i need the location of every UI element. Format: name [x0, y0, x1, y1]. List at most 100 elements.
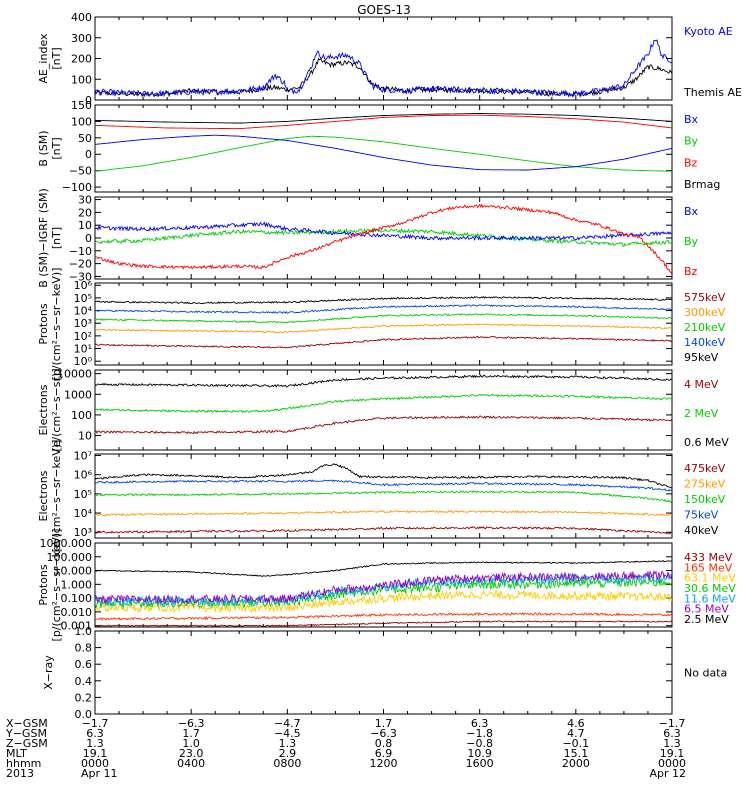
series-line-By [95, 135, 672, 172]
y-tick-label: 300 [71, 32, 92, 45]
series-line-2-MeV [95, 393, 672, 414]
y-tick-label: 1.000 [61, 578, 93, 591]
y-tick-label: 10 [78, 219, 92, 232]
y-tick-label: 50 [78, 132, 92, 145]
panel-frame [94, 630, 673, 715]
y-axis-label: [nT] [50, 47, 63, 69]
legend-entry: 275keV [684, 478, 726, 491]
footer-value: 1.0 [182, 737, 200, 750]
footer-row-label: X−GSM [6, 717, 48, 730]
plot-title: GOES-13 [357, 3, 411, 17]
y-tick-label: 0.010 [61, 606, 93, 619]
footer-value: 6.3 [663, 727, 681, 740]
series-line-0.6-MeV [95, 374, 672, 388]
legend-entry: Bx [684, 205, 699, 218]
y-tick-label: −10 [69, 245, 92, 258]
footer-value: 6.3 [86, 727, 104, 740]
panel-electrons2: 10³ 10⁴ 10⁵ 10⁶ 10⁷ Electrons [e/(cm²−s−sr−keV… [37, 440, 726, 553]
legend-entry: Themis AE [683, 86, 742, 99]
y-axis-label: Protons [37, 564, 50, 605]
legend-entry: 2 MeV [684, 407, 719, 420]
legend-entry: 40keV [684, 524, 719, 537]
y-axis-label: [p/(cm²−s−sr−keV)] [50, 268, 63, 381]
legend-entry: 300keV [684, 306, 726, 319]
y-tick-label: 0.001 [61, 620, 93, 633]
y-axis-label: [e/(cm²−s−sr)] [50, 368, 63, 451]
legend-entry: Bx [684, 113, 699, 126]
legend-entry: Bz [684, 265, 698, 278]
footer-value: 6.3 [471, 717, 489, 730]
y-tick-label: −50 [69, 165, 92, 178]
footer-value: 1.7 [182, 727, 200, 740]
y-tick-label: 10³ [74, 317, 92, 330]
legend-entry: Kyoto AE [684, 25, 733, 38]
footer-value: 10.9 [467, 747, 492, 760]
series-line-40keV [95, 463, 672, 489]
y-axis-label: B (SM) [37, 130, 50, 166]
legend-entry: By [684, 235, 699, 248]
series-line-95keV [95, 296, 672, 305]
y-axis-label: [nT] [50, 137, 63, 159]
series-line-2.5-MeV [95, 560, 672, 577]
series-line-475keV [95, 526, 672, 535]
y-tick-label: 20 [78, 206, 92, 219]
y-tick-label: 0 [85, 94, 92, 107]
footer-value: −4.5 [274, 727, 301, 740]
y-axis-label: AE_index [37, 33, 50, 84]
y-axis-label: B (SM)−IGRF (SM) [37, 188, 50, 288]
y-axis-label: Electrons [37, 384, 50, 435]
panel-frame [94, 369, 673, 451]
y-tick-label: 0 [85, 148, 92, 161]
footer-value: 2000 [562, 757, 590, 770]
footer-value: −6.3 [178, 717, 205, 730]
footer-value: 19.1 [660, 747, 685, 760]
series-line-433-MeV [95, 620, 672, 627]
y-tick-label: 100 [71, 409, 92, 422]
footer-value: 1.3 [279, 737, 297, 750]
legend-entry: 6.5 MeV [684, 603, 729, 616]
legend-entry: 30.6 MeV [684, 582, 736, 595]
series-line-165-MeV [95, 612, 672, 621]
footer-value: 1600 [466, 757, 494, 770]
legend-entry: No data [684, 667, 727, 680]
legend-entry: 11.6 MeV [684, 592, 736, 605]
y-tick-label: 10⁶ [74, 469, 93, 482]
y-tick-label: −100 [62, 181, 92, 194]
footer-row-label: Z−GSM [6, 737, 48, 750]
y-tick-label: 10⁵ [74, 488, 92, 501]
footer-value: 6.9 [375, 747, 393, 760]
panel-protons2: 0.0010.0100.1001.00010.000100.0001000.00… [37, 529, 736, 642]
panel-ae: 0 100 200 300 400 AE_index [nT] Kyoto AE Themis … [37, 11, 742, 107]
series-line-Bx [95, 221, 672, 242]
panel-electrons1: 10 100 1000 10000 Electrons [e/(cm²−s−sr)] 4 M… [37, 368, 729, 452]
series-line-6.5-MeV [95, 569, 672, 605]
legend-entry: 150keV [684, 493, 726, 506]
y-tick-label: 0 [85, 232, 92, 245]
y-tick-label: 10⁶ [74, 279, 93, 292]
y-axis-label: [nT] [50, 227, 63, 249]
y-tick-label: 200 [71, 53, 92, 66]
footer-row-label: hhmm [6, 757, 41, 770]
legend-entry: 63.1 MeV [684, 572, 736, 585]
footer-value: Apr 11 [81, 767, 118, 780]
y-tick-label: 1000 [64, 388, 92, 401]
y-tick-label: 0.100 [61, 592, 93, 605]
series-line-Brmag [95, 113, 672, 124]
footer-row-label: 2013 [6, 767, 34, 780]
footer-value: 0000 [81, 757, 109, 770]
legend-entry: 165 MeV [684, 561, 733, 574]
footer-value: 23.0 [179, 747, 204, 760]
footer-row-label: Y−GSM [5, 727, 47, 740]
y-tick-label: 10³ [74, 526, 92, 539]
panel-bsm: −100 −50 0 50 100 150 B (SM) [nT] Bx By Bz Brmag [37, 99, 720, 194]
footer-value: −1.7 [659, 717, 686, 730]
footer-value: 0.8 [375, 737, 393, 750]
y-tick-label: 1.0 [75, 625, 93, 638]
y-tick-label: 10² [74, 330, 92, 343]
y-tick-label: 10⁵ [74, 292, 92, 305]
panel-xray: 0.0 0.2 0.4 0.6 0.8 1.0 X−ray No data [42, 625, 727, 721]
legend-entry: Brmag [684, 178, 720, 191]
legend-entry: 575keV [684, 291, 726, 304]
